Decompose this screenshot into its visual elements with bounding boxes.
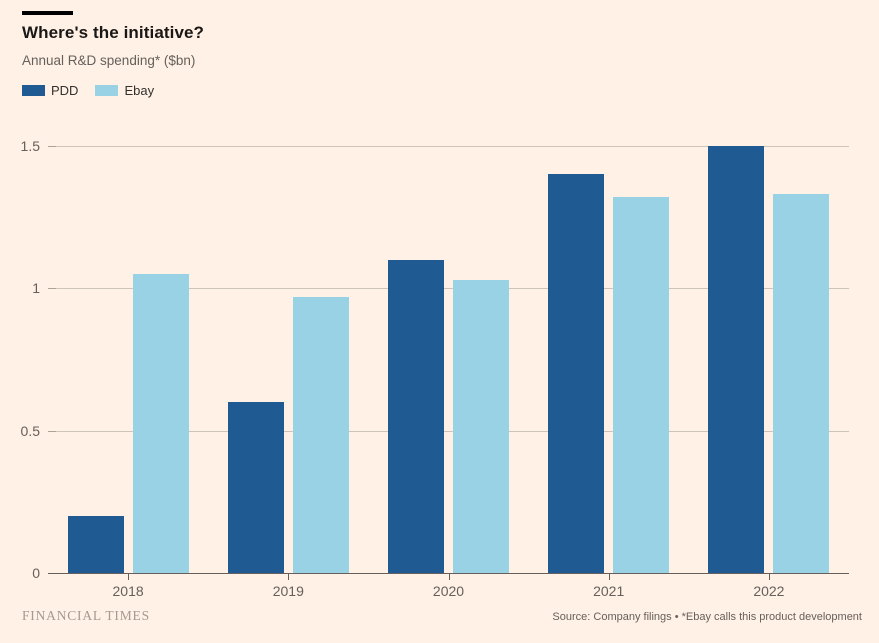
legend-label-pdd: PDD (51, 83, 79, 98)
bar-ebay-2018 (132, 274, 189, 573)
legend-item-pdd: PDD (22, 83, 78, 98)
gridline-1 (48, 288, 849, 290)
legend-swatch-pdd (22, 85, 45, 96)
y-tick-1-5 (48, 146, 56, 147)
x-tick-label-2018: 2018 (112, 583, 144, 599)
legend-label-ebay: Ebay (124, 83, 155, 98)
y-tick-0-5 (48, 430, 56, 432)
x-tick-label-2020: 2020 (432, 583, 465, 599)
x-tick-label-2022: 2022 (753, 583, 785, 599)
bar-pdd-2018 (67, 516, 124, 573)
bar-pdd-2022 (708, 146, 765, 573)
gridline-0 (48, 573, 849, 574)
kicker-bar (22, 11, 73, 15)
x-tick-label-2019: 2019 (272, 583, 304, 599)
chart-subtitle: Annual R&D spending* ($bn) (22, 53, 196, 68)
y-tick-label-1-5: 1.5 (20, 138, 40, 154)
bar-pdd-2021 (548, 174, 605, 573)
gridline-0-5 (48, 430, 849, 432)
y-tick-label-0-5: 0.5 (20, 422, 40, 439)
x-tick-2018 (128, 573, 130, 580)
x-tick-2019 (288, 573, 290, 580)
ft-logo: FINANCIAL TIMES (22, 608, 150, 623)
bar-ebay-2021 (613, 197, 670, 573)
legend-item-ebay: Ebay (95, 83, 154, 98)
plot-area (48, 146, 849, 574)
y-tick-1 (48, 288, 56, 290)
bar-ebay-2020 (453, 279, 509, 573)
chart-title: Where's the initiative? (22, 23, 205, 42)
x-tick-2022 (768, 573, 770, 580)
x-tick-label-2021: 2021 (593, 583, 625, 599)
legend-swatch-ebay (95, 85, 119, 96)
y-tick-label-1: 1 (32, 280, 40, 297)
x-tick-2021 (608, 573, 610, 580)
footer: FINANCIAL TIMES Source: Company filings … (0, 606, 879, 630)
y-tick-label-0: 0 (32, 565, 40, 581)
bar-ebay-2019 (292, 296, 349, 573)
legend: PDD Ebay (22, 83, 154, 98)
gridline-1-5 (48, 146, 849, 147)
chart: 0 0.5 1 1.5 2018 2019 2020 2021 2022 (0, 138, 879, 616)
bar-pdd-2020 (388, 259, 444, 573)
bar-pdd-2019 (227, 402, 284, 573)
x-tick-2020 (448, 573, 450, 580)
source-note: Source: Company filings • *Ebay calls th… (552, 611, 862, 623)
bar-ebay-2022 (773, 194, 830, 573)
